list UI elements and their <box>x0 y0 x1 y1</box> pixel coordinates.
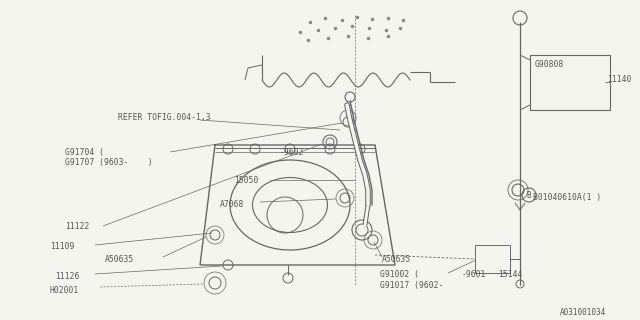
Text: A50635: A50635 <box>382 255 412 264</box>
Text: 11109: 11109 <box>50 242 74 251</box>
Text: 11140: 11140 <box>607 75 632 84</box>
Text: 11126: 11126 <box>55 272 79 281</box>
Text: 15144: 15144 <box>498 270 522 279</box>
Text: B: B <box>526 191 531 200</box>
Text: G91707 (9603-    ): G91707 (9603- ) <box>65 158 153 167</box>
Text: -9602: -9602 <box>280 148 305 157</box>
Text: A7068: A7068 <box>220 200 244 209</box>
Text: A50635: A50635 <box>105 255 134 264</box>
Text: G90808: G90808 <box>535 60 564 69</box>
Text: -9601: -9601 <box>462 270 486 279</box>
Text: 11122: 11122 <box>65 222 90 231</box>
Bar <box>530 55 610 110</box>
Text: H02001: H02001 <box>50 286 79 295</box>
Text: G91017 (9602-: G91017 (9602- <box>380 281 444 290</box>
Text: 15050: 15050 <box>234 176 259 185</box>
Text: A031001034: A031001034 <box>560 308 606 317</box>
Text: REFER TOFIG.004-1,3: REFER TOFIG.004-1,3 <box>118 113 211 122</box>
Text: G91704 (: G91704 ( <box>65 148 104 157</box>
Bar <box>475 245 510 273</box>
Text: G91002 (: G91002 ( <box>380 270 419 279</box>
Text: B01040610A(1 ): B01040610A(1 ) <box>533 193 601 202</box>
